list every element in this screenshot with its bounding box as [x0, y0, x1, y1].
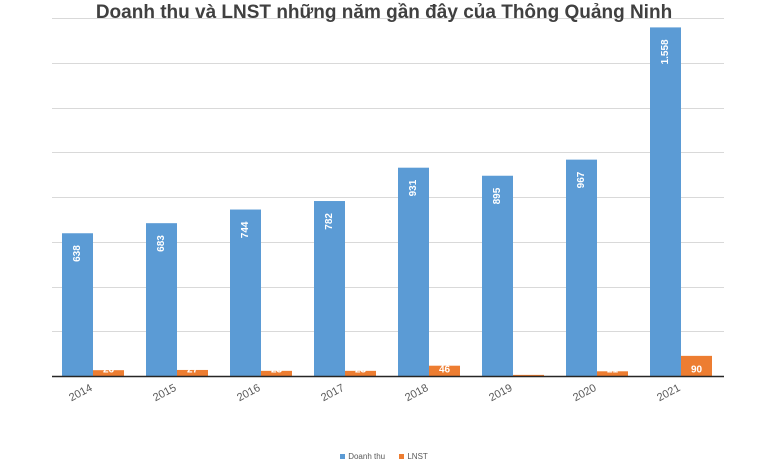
x-tick-label: 2018 — [403, 382, 430, 404]
bar-doanh-thu — [398, 167, 429, 376]
bar-doanh-thu — [650, 27, 681, 377]
data-label-lnst: 46 — [439, 365, 451, 376]
bar-lnst — [597, 371, 628, 376]
legend-label-lnst: LNST — [407, 452, 428, 461]
bar-doanh-thu — [314, 201, 345, 376]
x-tick-label: 2017 — [319, 382, 346, 404]
bar-doanh-thu — [146, 223, 177, 376]
bar-lnst — [681, 355, 712, 376]
data-label-doanh-thu: 967 — [576, 171, 587, 188]
data-label-doanh-thu: 895 — [492, 187, 503, 204]
bar-lnst — [345, 370, 376, 376]
x-tick-label: 2019 — [487, 382, 514, 404]
legend-item-lnst: LNST — [399, 452, 428, 461]
data-label-doanh-thu: 1.558 — [660, 39, 671, 64]
data-label-lnst: 5 — [526, 365, 532, 376]
data-label-doanh-thu: 683 — [156, 235, 167, 252]
x-tick-label: 2014 — [67, 382, 94, 404]
bar-lnst — [93, 370, 124, 376]
x-tick-label: 2021 — [655, 382, 682, 404]
bar-lnst — [429, 365, 460, 376]
data-label-lnst: 23 — [355, 365, 367, 376]
data-label-lnst: 26 — [103, 365, 115, 376]
legend-item-doanh-thu: Doanh thu — [340, 452, 385, 461]
x-tick-label: 2015 — [151, 382, 178, 404]
bar-lnst — [177, 369, 208, 376]
data-label-doanh-thu: 931 — [408, 179, 419, 196]
x-tick-label: 2020 — [571, 382, 598, 404]
bar-doanh-thu — [230, 209, 261, 376]
bar-lnst — [261, 370, 292, 376]
legend-swatch-doanh-thu — [340, 454, 346, 460]
x-tick-label: 2016 — [235, 382, 262, 404]
data-label-lnst: 21 — [607, 365, 619, 376]
chart-legend: Doanh thu LNST — [0, 452, 768, 461]
data-label-doanh-thu: 638 — [72, 245, 83, 262]
legend-label-doanh-thu: Doanh thu — [348, 452, 386, 461]
bar-doanh-thu — [566, 159, 597, 376]
bar-lnst — [513, 374, 544, 376]
data-label-lnst: 23 — [271, 365, 283, 376]
bar-doanh-thu — [482, 175, 513, 376]
data-label-lnst: 90 — [691, 365, 703, 376]
data-label-lnst: 27 — [187, 365, 199, 376]
data-label-doanh-thu: 782 — [324, 213, 335, 230]
data-label-doanh-thu: 744 — [240, 221, 251, 238]
chart-title: Doanh thu và LNST những năm gần đây của … — [95, 2, 673, 23]
bar-doanh-thu — [62, 233, 93, 376]
legend-swatch-lnst — [399, 454, 405, 460]
